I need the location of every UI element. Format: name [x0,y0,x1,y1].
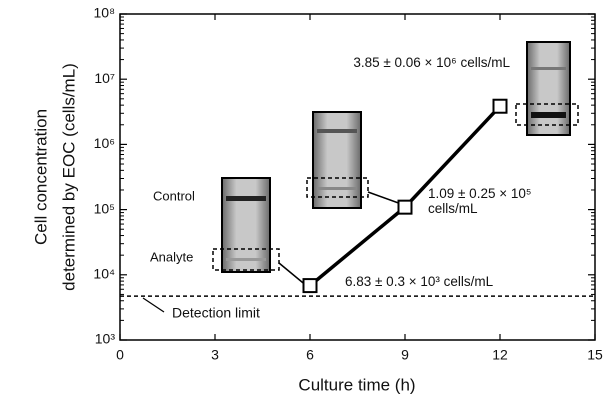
gel-inset [212,177,309,288]
detection-label: Detection limit [172,305,260,321]
gel-label: Control [153,188,195,203]
data-label: 1.09 ± 0.25 × 10⁵ cells/mL [428,186,532,216]
marker [397,199,413,215]
plot-frame [119,13,596,341]
x-tick-label: 3 [211,347,219,363]
y-axis-label: determined by EOC (cells/mL) [59,63,78,291]
x-tick-label: 0 [116,347,124,363]
marker [302,278,318,294]
x-tick-label: 6 [306,347,314,363]
marker [492,98,508,114]
x-tick-label: 9 [401,347,409,363]
y-tick-label: 10⁴ [93,266,115,282]
data-label: 3.85 ± 0.06 × 10⁶ cells/mL [353,55,510,70]
x-tick-label: 12 [492,347,508,363]
y-tick-label: 10⁸ [94,5,116,21]
x-axis-label: Culture time (h) [298,375,415,394]
leader-line [142,297,165,313]
gel-inset [306,111,405,209]
gel-label: Analyte [150,249,193,264]
y-tick-label: 10⁵ [94,200,115,216]
y-tick-label: 10⁶ [94,135,115,151]
x-tick-label: 15 [587,347,603,363]
y-axis-label: Cell concentration [31,109,50,245]
data-label: 6.83 ± 0.3 × 10³ cells/mL [345,274,494,289]
y-tick-label: 10⁷ [94,70,115,86]
y-tick-label: 10³ [95,331,116,347]
gel-inset [515,41,579,136]
